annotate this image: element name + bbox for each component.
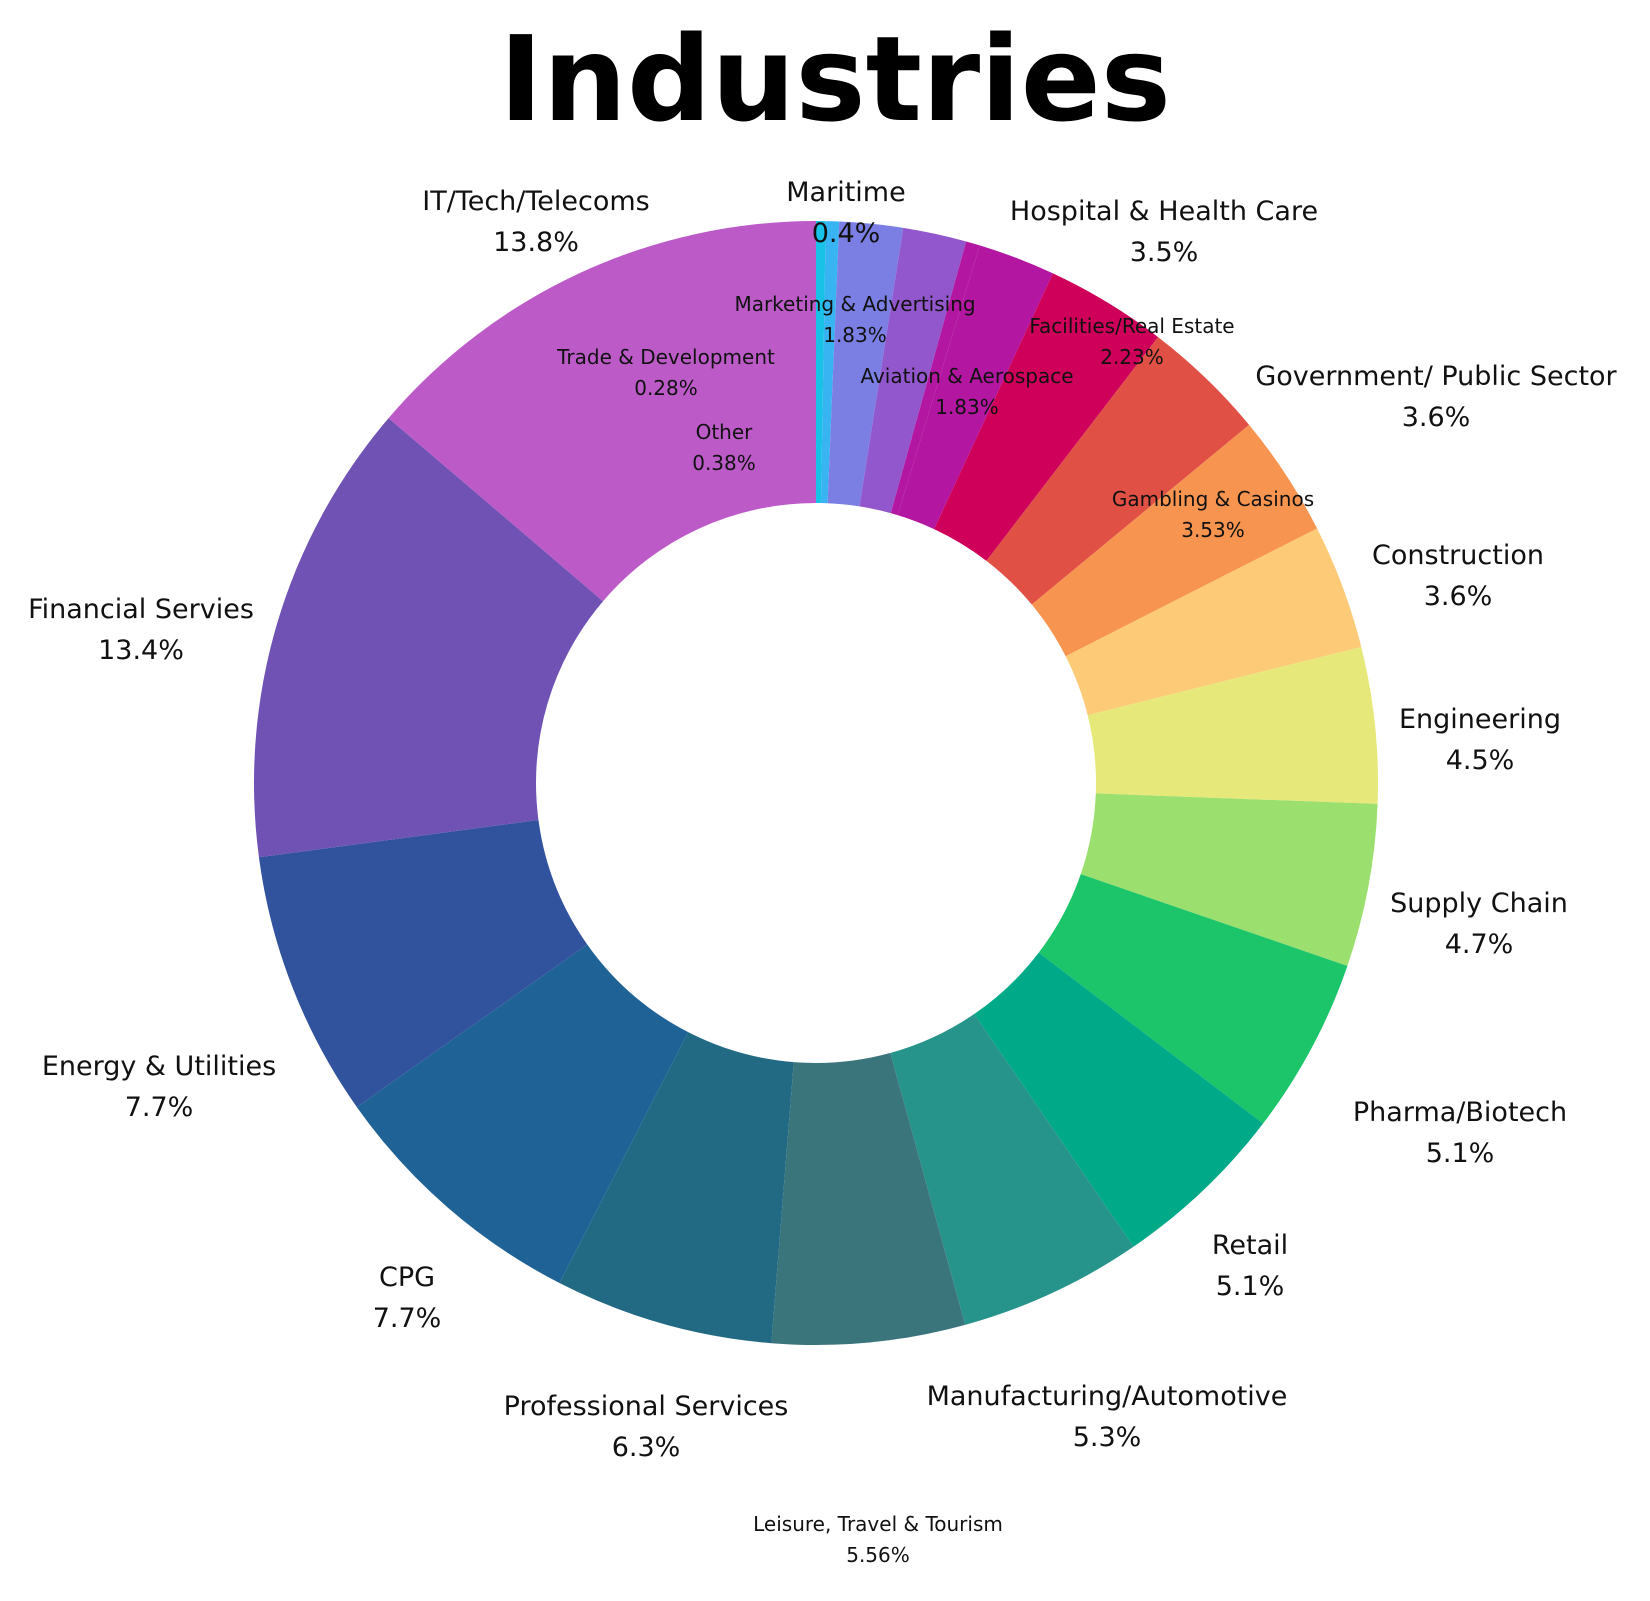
label-name-facilities-real-estate: Facilities/Real Estate — [1029, 314, 1234, 338]
slice-cpg — [356, 944, 689, 1284]
slice-financial-servies — [254, 418, 604, 858]
label-name-hospital-health-care: Hospital & Health Care — [1010, 196, 1318, 227]
label-name-aviation-aerospace: Aviation & Aerospace — [860, 364, 1073, 388]
label-name-construction: Construction — [1372, 540, 1544, 571]
label-name-financial-servies: Financial Servies — [28, 594, 254, 625]
label-value-facilities-real-estate: 2.23% — [1100, 345, 1164, 369]
slice-professional-services — [559, 1032, 794, 1344]
slice-engineering — [1087, 646, 1378, 804]
label-value-it-tech-telecoms: 13.8% — [493, 227, 579, 258]
label-name-gambling-casinos: Gambling & Casinos — [1112, 487, 1314, 511]
label-value-aviation-aerospace: 1.83% — [935, 395, 999, 419]
slice-construction — [1065, 528, 1362, 716]
label-name-pharma-biotech: Pharma/Biotech — [1353, 1097, 1567, 1128]
slice-retail — [974, 952, 1264, 1247]
label-name-manufacturing-automotive: Manufacturing/Automotive — [927, 1381, 1288, 1412]
slice-energy-utilities — [258, 819, 588, 1108]
label-name-maritime: Maritime — [786, 177, 905, 208]
label-name-leisure-travel-tourism: Leisure, Travel & Tourism — [753, 1512, 1003, 1536]
label-value-financial-servies: 13.4% — [98, 635, 184, 666]
label-value-leisure-travel-tourism: 5.56% — [846, 1543, 910, 1567]
label-value-supply-chain: 4.7% — [1445, 929, 1514, 960]
slice-maritime — [890, 241, 980, 516]
slice-government-public-sector — [986, 337, 1250, 605]
slice-manufacturing-automotive — [890, 1014, 1134, 1325]
label-name-energy-utilities: Energy & Utilities — [42, 1051, 276, 1082]
label-name-engineering: Engineering — [1399, 704, 1561, 735]
slice-leisure-travel-tourism — [771, 1052, 966, 1345]
label-value-pharma-biotech: 5.1% — [1426, 1138, 1495, 1169]
label-value-manufacturing-automotive: 5.3% — [1073, 1422, 1142, 1453]
label-name-retail: Retail — [1212, 1230, 1288, 1261]
slice-labels: Trade & Development 0.28% Other 0.38% Market… — [28, 177, 1617, 1567]
label-value-maritime: 0.4% — [812, 218, 881, 249]
label-name-government-public-sector: Government/ Public Sector — [1255, 361, 1617, 392]
label-value-professional-services: 6.3% — [612, 1432, 681, 1463]
label-name-supply-chain: Supply Chain — [1390, 888, 1568, 919]
label-value-hospital-health-care: 3.5% — [1130, 237, 1199, 268]
label-value-marketing-advertising: 1.83% — [823, 323, 887, 347]
label-name-cpg: CPG — [379, 1262, 435, 1293]
label-value-government-public-sector: 3.6% — [1402, 402, 1471, 433]
label-value-other: 0.38% — [692, 451, 756, 475]
slice-it-tech-telecoms — [388, 221, 816, 602]
slice-supply-chain — [1080, 793, 1378, 966]
label-name-professional-services: Professional Services — [504, 1391, 789, 1422]
donut-slices — [254, 221, 1378, 1345]
slice-other — [820, 221, 840, 504]
label-value-energy-utilities: 7.7% — [125, 1092, 194, 1123]
label-value-engineering: 4.5% — [1446, 745, 1515, 776]
label-value-cpg: 7.7% — [373, 1303, 442, 1334]
label-value-construction: 3.6% — [1424, 581, 1493, 612]
label-name-it-tech-telecoms: IT/Tech/Telecoms — [422, 186, 649, 217]
label-value-retail: 5.1% — [1216, 1271, 1285, 1302]
slice-facilities-real-estate — [897, 245, 1053, 530]
slice-aviation-aerospace — [859, 227, 967, 514]
label-name-marketing-advertising: Marketing & Advertising — [734, 292, 975, 316]
label-name-trade-development: Trade & Development — [556, 345, 775, 369]
slice-hospital-health-care — [934, 273, 1159, 561]
slice-marketing-advertising — [827, 221, 904, 507]
label-name-other: Other — [696, 420, 754, 444]
label-value-trade-development: 0.28% — [634, 376, 698, 400]
label-value-gambling-casinos: 3.53% — [1181, 518, 1245, 542]
slice-gambling-casinos — [1031, 424, 1318, 657]
slice-pharma-biotech — [1038, 874, 1348, 1124]
chart-title: Industries — [499, 10, 1171, 148]
slice-trade-development — [816, 221, 826, 504]
